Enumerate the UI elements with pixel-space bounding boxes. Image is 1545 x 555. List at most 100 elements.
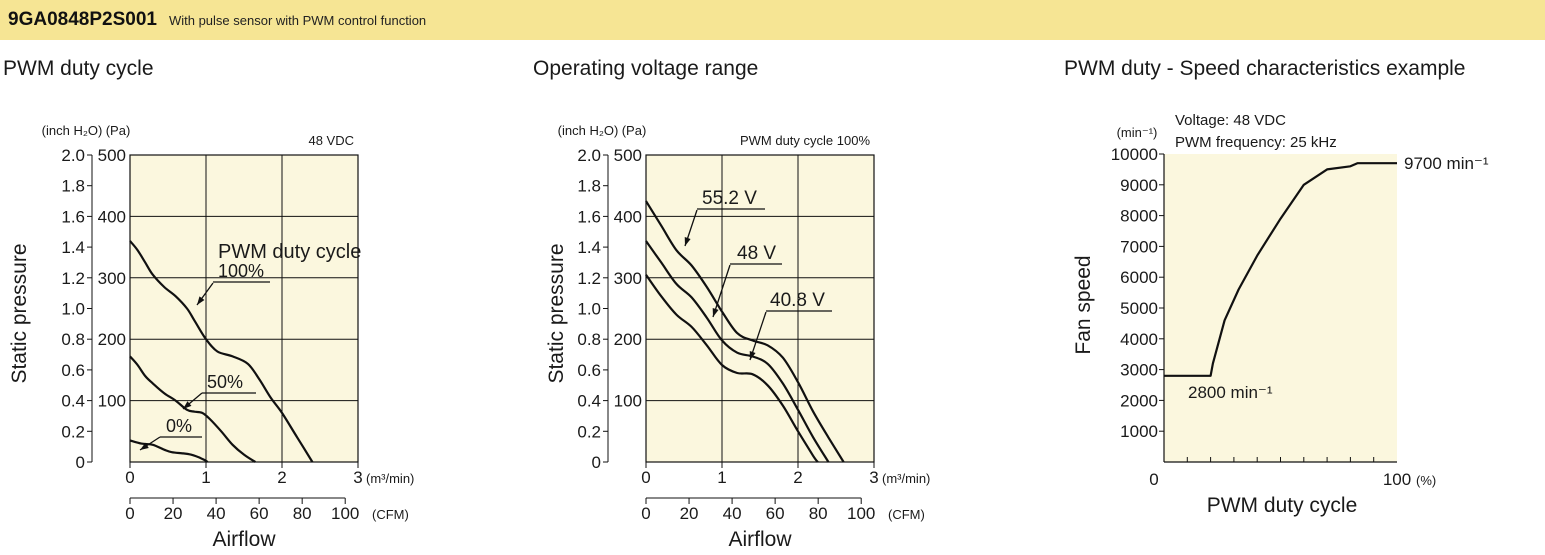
chart1-inch-tick-label: 1.8 — [61, 177, 85, 196]
chart1-pa-tick-label: 300 — [98, 269, 126, 288]
chart3-y-unit: (min⁻¹) — [1117, 125, 1158, 140]
chart1-series-curve-1 — [129, 355, 256, 463]
chart1-inch-tick-label: 0.8 — [61, 330, 85, 349]
chart3-y-tick-label: 3000 — [1120, 361, 1158, 380]
chart2-series-curve-0 — [645, 200, 845, 463]
chart2-cfm-tick-label: 60 — [766, 504, 785, 523]
chart2-inch-tick-label: 0.8 — [577, 330, 601, 349]
chart2-pa-tick-label: 200 — [614, 330, 642, 349]
chart3-y-axis-title: Fan speed — [1072, 255, 1095, 354]
chart1-label-100-arrow-head — [197, 296, 205, 305]
chart2-cfm-tick-label: 20 — [680, 504, 699, 523]
chart1-inch-tick-label: 0.4 — [61, 392, 85, 411]
chart1-x-tick-label: 2 — [277, 468, 286, 487]
chart2-inch-tick-label: 2.0 — [577, 146, 601, 165]
chart2-inch-tick-label: 1.4 — [577, 238, 601, 257]
chart3-condition-voltage: Voltage: 48 VDC — [1175, 112, 1286, 129]
chart2-x-tick-label: 1 — [717, 468, 726, 487]
chart3-x-axis-title: PWM duty cycle — [1207, 494, 1358, 517]
chart2-series-curve-2 — [645, 274, 819, 463]
chart3-y-tick-label: 9000 — [1120, 176, 1158, 195]
chart1-label-0: 0% — [166, 416, 192, 436]
chart2-inch-tick-label: 1.0 — [577, 300, 601, 319]
chart2-label-55v: 55.2 V — [702, 188, 757, 209]
chart1-pa-tick-label: 500 — [98, 146, 126, 165]
chart3-x-tick-label: 100 — [1383, 470, 1411, 489]
chart2-label-40v: 40.8 V — [770, 290, 825, 311]
chart2-cfm-tick-label: 100 — [847, 504, 875, 523]
chart3-plot-area — [1164, 154, 1397, 462]
chart2-pa-tick-label: 100 — [614, 392, 642, 411]
model-number: 9GA0848P2S001 — [8, 9, 157, 30]
chart1-inch-tick-label: 1.0 — [61, 300, 85, 319]
chart1-pa-tick-label: 200 — [98, 330, 126, 349]
chart1-pa-tick-label: 100 — [98, 392, 126, 411]
chart1-y-unit-pa: (Pa) — [106, 123, 131, 138]
chart2-label-40v-arrow-head — [749, 351, 756, 360]
chart3-annotation-max: 9700 min⁻¹ — [1404, 154, 1489, 173]
chart1-cfm-tick-label: 40 — [207, 504, 226, 523]
chart2-label-48v-arrow-head — [712, 308, 719, 317]
chart1-label-0-arrow-head — [140, 442, 149, 450]
chart2-cfm-tick-label: 0 — [641, 504, 650, 523]
chart1-inch-tick-label: 1.2 — [61, 269, 85, 288]
chart2-cfm-tick-label: 40 — [723, 504, 742, 523]
chart3-x-tick-label: 0 — [1149, 470, 1158, 489]
chart1-inch-tick-label: 0.6 — [61, 361, 85, 380]
chart2-x-tick-label: 3 — [869, 468, 878, 487]
chart2-x-axis-title: Airflow — [728, 528, 792, 551]
chart1-cfm-tick-label: 100 — [331, 504, 359, 523]
chart2-label-48v-arrow-line — [712, 264, 731, 318]
chart2-y-unit-pa: (Pa) — [622, 123, 647, 138]
chart2-label-55v-arrow-head — [684, 237, 691, 246]
chart1-y-unit-inch: (inch H₂O) — [42, 123, 103, 138]
chart1-x-unit-primary: (m³/min) — [366, 471, 414, 486]
chart1-cfm-tick-label: 20 — [164, 504, 183, 523]
chart2-inch-tick-label: 0.2 — [577, 422, 601, 441]
chart1-plot-area — [129, 154, 359, 463]
chart2-series-curve-1 — [645, 240, 830, 463]
chart1-inch-tick-label: 0 — [76, 453, 85, 472]
chart2-inch-tick-label: 1.8 — [577, 177, 601, 196]
chart2-cfm-tick-label: 80 — [809, 504, 828, 523]
chart2-inch-tick-label: 0.4 — [577, 392, 601, 411]
chart1-cfm-tick-label: 80 — [293, 504, 312, 523]
chart-title-pwm-duty-cycle: PWM duty cycle — [3, 57, 154, 80]
chart3-y-tick-label: 5000 — [1120, 299, 1158, 318]
chart2-pa-tick-label: 500 — [614, 146, 642, 165]
chart2-x-tick-label: 2 — [793, 468, 802, 487]
chart2-label-48v: 48 V — [737, 243, 776, 264]
chart3-y-tick-label: 2000 — [1120, 391, 1158, 410]
chart1-cfm-tick-label: 0 — [125, 504, 134, 523]
chart3-speed-curve — [1164, 162, 1397, 377]
chart3-x-unit: (%) — [1416, 473, 1436, 488]
chart1-inch-tick-label: 0.2 — [61, 422, 85, 441]
chart1-inch-tick-label: 1.6 — [61, 207, 85, 226]
chart3-y-tick-label: 6000 — [1120, 268, 1158, 287]
model-description: With pulse sensor with PWM control funct… — [168, 12, 427, 28]
chart2-y-axis-title: Static pressure — [545, 243, 568, 383]
chart1-label-50: 50% — [207, 372, 243, 392]
chart1-x-tick-label: 3 — [353, 468, 362, 487]
chart2-x-tick-label: 0 — [641, 468, 650, 487]
chart1-y-axis-title: Static pressure — [8, 243, 31, 383]
chart2-inch-tick-label: 0 — [592, 453, 601, 472]
chart2-pa-tick-label: 400 — [614, 207, 642, 226]
chart1-series-curve-0 — [129, 240, 314, 463]
chart-title-speed-characteristics: PWM duty - Speed characteristics example — [1064, 57, 1466, 80]
chart1-x-tick-label: 1 — [201, 468, 210, 487]
chart1-x-tick-label: 0 — [125, 468, 134, 487]
chart1-inch-tick-label: 1.4 — [61, 238, 85, 257]
chart1-x-axis-title: Airflow — [212, 528, 276, 551]
chart2-inch-tick-label: 0.6 — [577, 361, 601, 380]
chart2-plot-area — [645, 154, 875, 463]
chart3-y-tick-label: 1000 — [1120, 422, 1158, 441]
chart2-x-unit-secondary: (CFM) — [888, 507, 925, 522]
chart2-condition-label: PWM duty cycle 100% — [740, 133, 870, 148]
chart1-cfm-tick-label: 60 — [250, 504, 269, 523]
chart1-series-title: PWM duty cycle — [218, 241, 361, 263]
model-banner: 9GA0848P2S001 With pulse sensor with PWM… — [0, 0, 1545, 40]
chart3-y-tick-label: 8000 — [1120, 207, 1158, 226]
chart2-inch-tick-label: 1.2 — [577, 269, 601, 288]
chart3-y-tick-label: 4000 — [1120, 330, 1158, 349]
